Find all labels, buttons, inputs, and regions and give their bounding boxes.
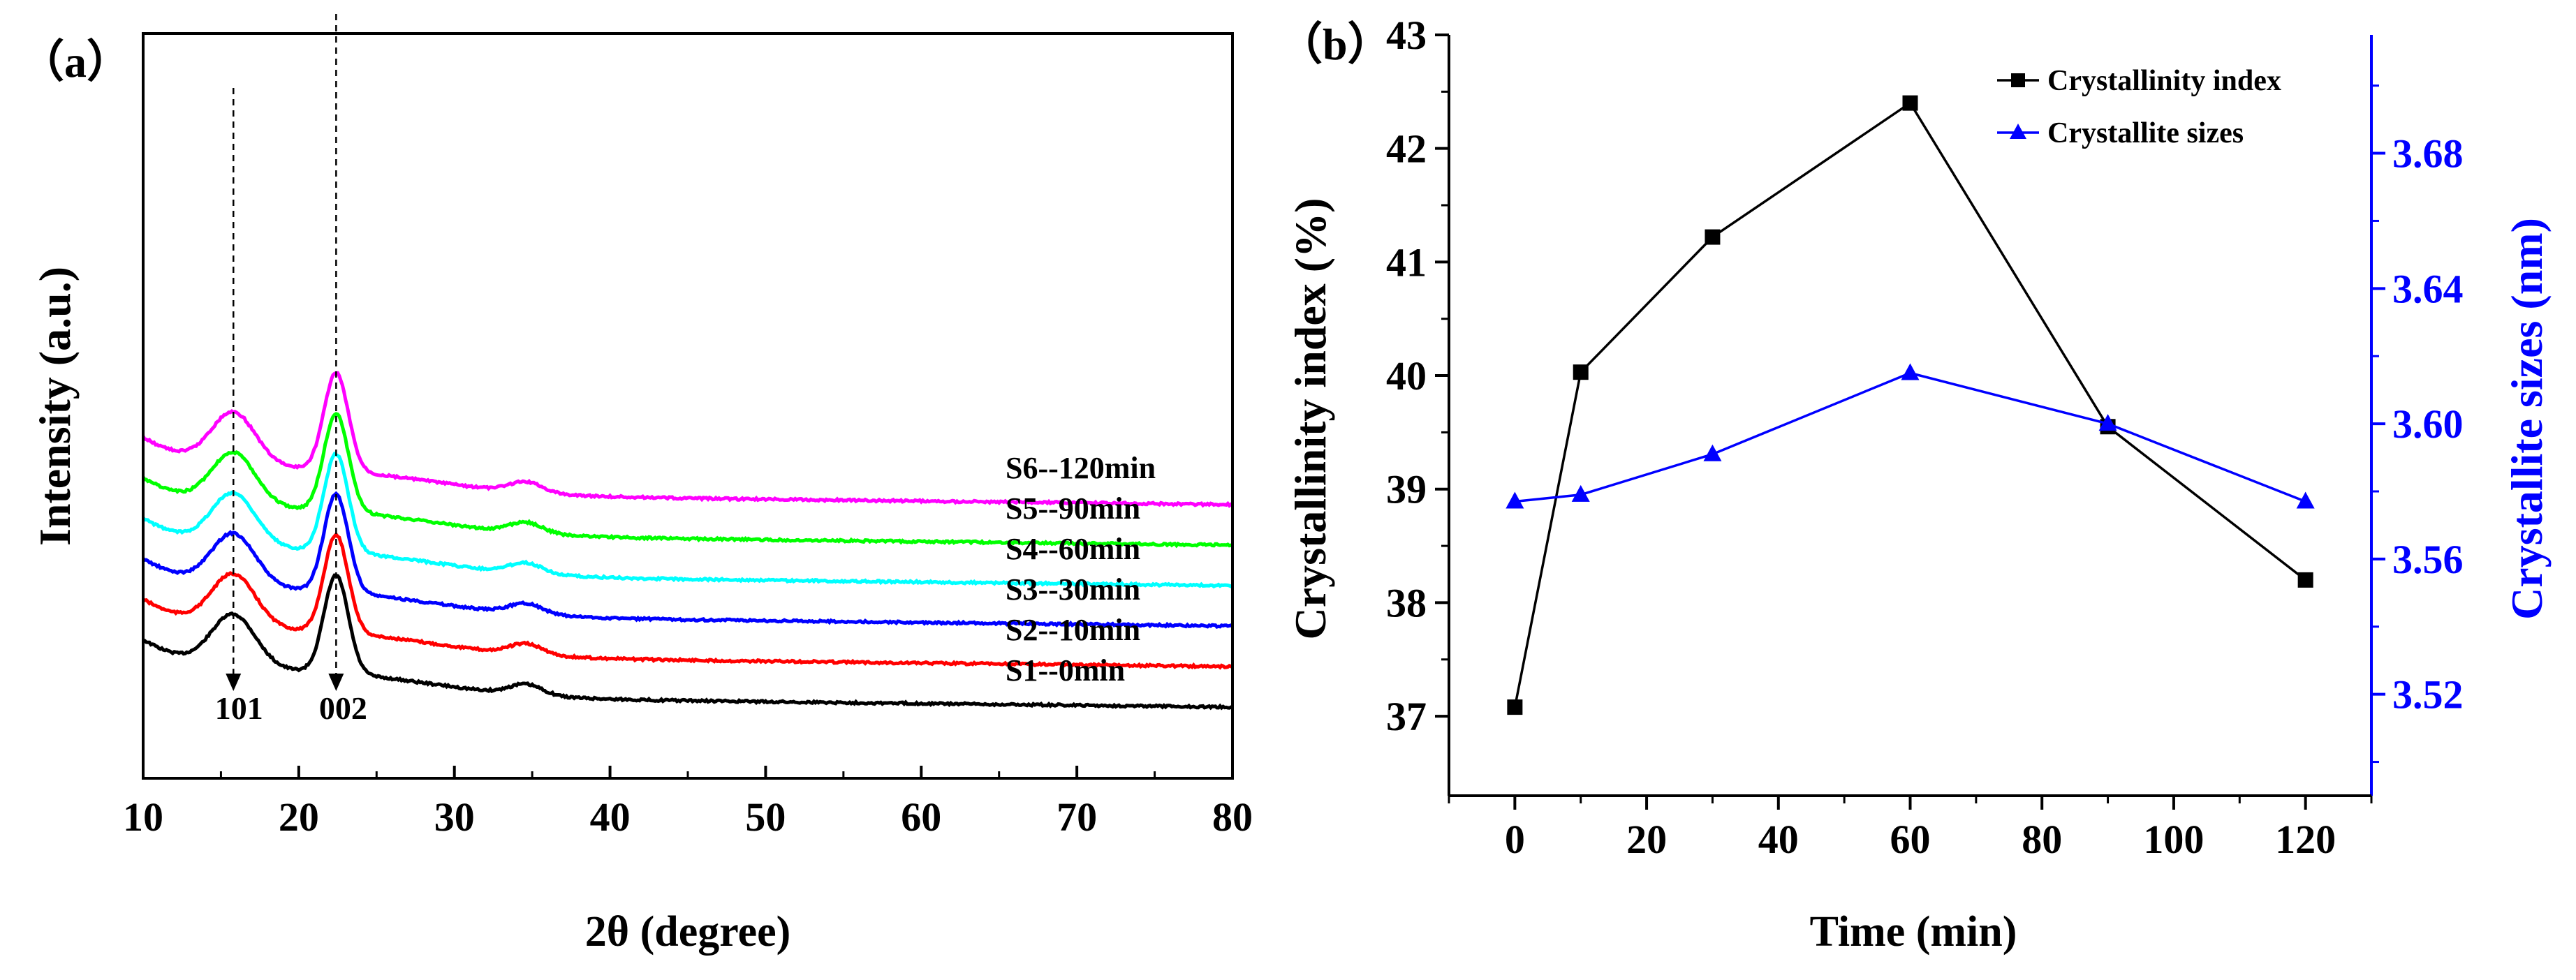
- crystallinity-point: [2297, 572, 2313, 588]
- y-tick-label: 43: [1386, 13, 1427, 58]
- x-tick-label: 20: [279, 794, 319, 840]
- xrd-curve: [142, 573, 1234, 711]
- x-tick-label: 0: [1505, 817, 1525, 862]
- legend-marker: [2011, 73, 2025, 87]
- xrd-curve: [141, 412, 1234, 549]
- panel-a-xrd: （a） 101 002 S1--0min S2--10min S3--30min S4-…: [20, 14, 1253, 956]
- crystallite-size-point: [2098, 414, 2117, 431]
- y-tick-label: 39: [1386, 467, 1427, 512]
- y-right-tick-label: 3.68: [2392, 131, 2464, 177]
- crystallinity-line: [1513, 101, 2306, 708]
- peak-arrow: [328, 674, 344, 691]
- crystallite-size-point: [1506, 491, 1524, 509]
- peak-guide-lines: 101 002: [215, 14, 367, 726]
- y-tick-label: 40: [1386, 353, 1427, 399]
- xrd-curves: [141, 371, 1234, 711]
- panel-a-x-ticks: 10 20 30 40 50 60 70 80: [123, 766, 1253, 840]
- peak-arrow: [226, 674, 242, 691]
- y-right-tick-label: 3.52: [2392, 672, 2464, 718]
- panel-b-left-y-axis-label: Crystallinity index (%): [1286, 198, 1335, 640]
- x-tick-label: 30: [434, 794, 475, 840]
- crystallite-size-point: [1901, 363, 1920, 380]
- panel-a-x-axis-label: 2θ (degree): [585, 908, 791, 956]
- panel-a-y-axis-label: Intensity (a.u.): [30, 267, 80, 546]
- x-tick-label: 50: [745, 794, 786, 840]
- series-label: S1--0min: [1006, 653, 1125, 688]
- legend-label: Crystallinity index: [2047, 65, 2281, 97]
- legend-marker: [2010, 124, 2026, 139]
- crystallite-size-point: [1571, 484, 1590, 502]
- y-right-tick-label: 3.64: [2392, 266, 2464, 311]
- crystallinity-point: [1705, 229, 1721, 245]
- peak-label: 101: [215, 690, 263, 726]
- crystallinity-point: [1902, 95, 1918, 111]
- x-tick-label: 40: [590, 794, 631, 840]
- panel-a-label: （a）: [20, 37, 131, 87]
- panel-b-right-y-ticks: 3.52 3.56 3.60 3.64 3.68: [2371, 84, 2464, 764]
- legend: Crystallinity index Crystallite sizes: [1997, 65, 2281, 149]
- crystallite-size-point: [1703, 444, 1722, 461]
- y-tick-label: 41: [1386, 239, 1427, 285]
- peak-label: 002: [319, 690, 367, 726]
- x-tick-label: 120: [2275, 817, 2336, 862]
- xrd-curve: [142, 531, 1234, 670]
- series-labels: S1--0min S2--10min S3--30min S4--60min S5--9…: [1006, 451, 1156, 688]
- panel-b-series: [1506, 95, 2315, 715]
- y-tick-label: 38: [1386, 580, 1427, 625]
- x-tick-label: 40: [1758, 817, 1799, 862]
- xrd-curve: [141, 371, 1234, 508]
- crystallite-size-line: [1515, 371, 2306, 503]
- x-tick-label: 10: [123, 794, 163, 840]
- panel-b-label: （b）: [1278, 20, 1392, 69]
- x-tick-label: 80: [1212, 794, 1253, 840]
- series-label: S6--120min: [1006, 451, 1156, 485]
- panel-b-x-ticks: 0 20 40 60 80 100 120: [1448, 796, 2373, 862]
- x-tick-label: 20: [1626, 817, 1667, 862]
- x-tick-label: 80: [2022, 817, 2062, 862]
- series-label: S3--30min: [1006, 572, 1140, 607]
- x-tick-label: 60: [1890, 817, 1931, 862]
- crystallite-size-point: [2296, 491, 2315, 509]
- crystallinity-point: [1507, 699, 1523, 715]
- y-tick-label: 37: [1386, 694, 1427, 739]
- xrd-curve: [142, 491, 1234, 630]
- series-label: S4--60min: [1006, 532, 1140, 566]
- crystallinity-point: [1573, 364, 1589, 380]
- x-tick-label: 60: [901, 794, 941, 840]
- x-tick-label: 100: [2143, 817, 2204, 862]
- panel-b-right-y-axis-label: Crystallite sizes (nm): [2502, 218, 2552, 620]
- panel-b-left-y-ticks: 37 38 39 40 41 42 43: [1386, 13, 1449, 739]
- y-right-tick-label: 3.56: [2392, 537, 2464, 582]
- xrd-curve: [142, 451, 1234, 589]
- series-label: S2--10min: [1006, 613, 1140, 647]
- y-right-tick-label: 3.60: [2392, 401, 2464, 447]
- x-tick-label: 70: [1057, 794, 1097, 840]
- panel-b-x-axis-label: Time (min): [1810, 908, 2017, 956]
- legend-label: Crystallite sizes: [2047, 117, 2244, 149]
- y-tick-label: 42: [1386, 126, 1427, 172]
- series-label: S5--90min: [1006, 491, 1140, 526]
